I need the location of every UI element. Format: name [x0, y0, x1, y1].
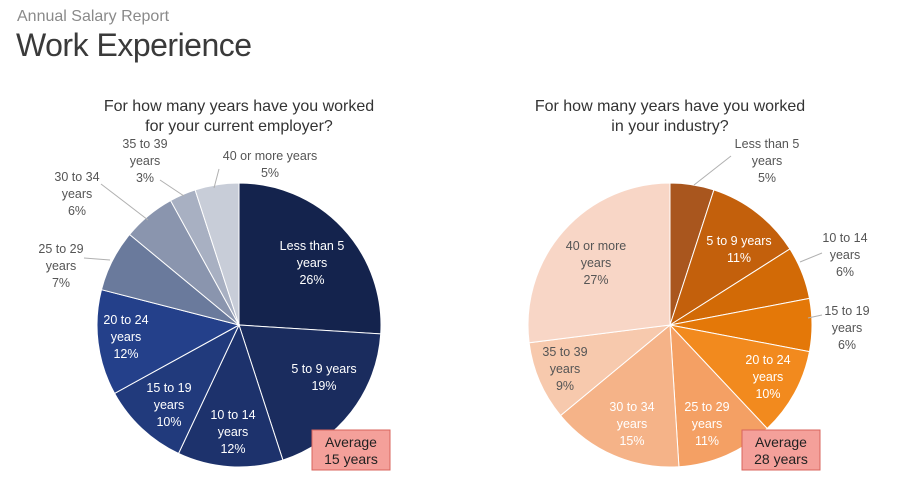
- slice-label: 30 to 34 years 15%: [609, 400, 654, 448]
- pie-slice: [194, 182, 240, 326]
- pie-slice: [113, 323, 241, 455]
- pie-slice: [96, 289, 241, 395]
- slice-label: 5 to 9 years 19%: [291, 362, 356, 393]
- leader-line: [807, 314, 823, 319]
- chart-title: For how many years have you worked in you…: [535, 98, 805, 135]
- slice-label: 10 to 14 years 12%: [210, 408, 255, 456]
- slice-label: 15 to 19 years 10%: [146, 381, 191, 429]
- pie-chart-1: For how many years have you worked for yo…: [38, 98, 391, 471]
- slice-label: 10 to 14 years 6%: [822, 231, 867, 279]
- pie-slice: [668, 324, 811, 430]
- pie-slice: [527, 182, 671, 344]
- report-label: Annual Salary Report: [17, 8, 170, 25]
- leader-line: [213, 168, 220, 189]
- pie-chart-2: For how many years have you worked in you…: [527, 98, 870, 471]
- average-label: Average: [755, 434, 807, 450]
- leader-line: [799, 252, 823, 263]
- slice-label: 25 to 29 years 7%: [38, 242, 83, 290]
- slice-label: 35 to 39 years 3%: [122, 137, 167, 185]
- slice-label: 5 to 9 years 11%: [706, 234, 771, 265]
- average-label: Average: [325, 434, 377, 450]
- leader-line: [693, 155, 732, 186]
- pie-slice: [528, 324, 672, 417]
- slice-label: 40 or more years 5%: [223, 149, 317, 180]
- leader-line: [83, 257, 111, 261]
- slice-label: Less than 5 years 5%: [735, 137, 800, 185]
- average-value: 15 years: [324, 451, 378, 467]
- slice-label: 40 or more years 27%: [566, 239, 626, 287]
- page-title: Work Experience: [16, 27, 252, 63]
- leader-line: [100, 183, 149, 221]
- slice-label: 30 to 34 years 6%: [54, 170, 99, 218]
- pie-slice: [669, 189, 791, 327]
- slice-label: 35 to 39 years 9%: [542, 345, 587, 393]
- pie-slice: [238, 324, 382, 461]
- pie-slice: [238, 182, 382, 335]
- slice-label: 15 to 19 years 6%: [824, 304, 869, 352]
- slice-label: 20 to 24 years 10%: [745, 353, 790, 401]
- slice-label: 20 to 24 years 12%: [103, 313, 148, 361]
- pie-slice: [559, 323, 680, 468]
- pie-slice: [177, 323, 284, 468]
- slice-label: 25 to 29 years 11%: [684, 400, 729, 448]
- slice-label: Less than 5 years 26%: [280, 239, 345, 287]
- average-value: 28 years: [754, 451, 808, 467]
- leader-line: [159, 179, 185, 197]
- chart-title: For how many years have you worked for yo…: [104, 98, 374, 135]
